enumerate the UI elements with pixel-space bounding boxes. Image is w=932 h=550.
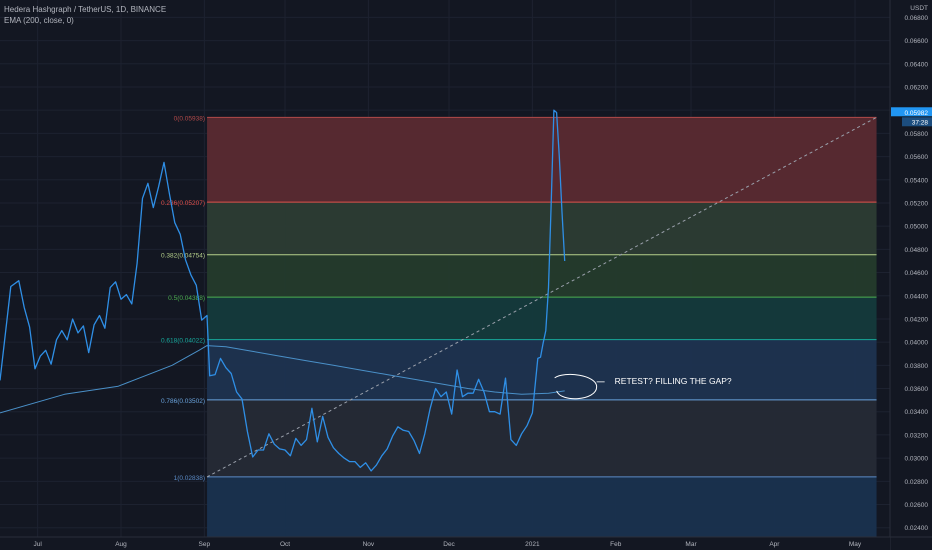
price-tick-label: 0.02400 (905, 525, 929, 532)
fib-level-label: 0.236(0.05207) (161, 200, 205, 207)
time-tick-label: Feb (610, 541, 622, 548)
time-tick-label: Oct (280, 541, 290, 548)
price-tick-label: 0.03800 (905, 363, 929, 370)
price-tick-label: 0.05200 (905, 200, 929, 207)
time-tick-label: May (849, 541, 862, 548)
time-tick-label: Sep (199, 541, 211, 548)
fib-zone-extension (207, 476, 877, 537)
annotation-circle (554, 373, 598, 400)
trend-line (206, 116, 877, 478)
time-tick-label: Dec (443, 541, 455, 548)
price-tick-label: 0.05000 (905, 224, 929, 231)
fib-zone (207, 202, 877, 255)
fib-zone (207, 399, 877, 477)
fib-zone (207, 297, 877, 340)
fib-level-label: 0(0.05938) (174, 115, 205, 122)
fib-level-label: 0.5(0.04388) (168, 295, 205, 302)
last-price-label: 0.05982 (905, 110, 929, 117)
annotation-text: RETEST? FILLING THE GAP? (615, 376, 732, 386)
price-tick-label: 0.05600 (905, 154, 929, 161)
price-tick-label: 0.03600 (905, 386, 929, 393)
fib-level-label: 0.382(0.04754) (161, 253, 205, 260)
price-tick-label: 0.02800 (905, 479, 929, 486)
fib-zone (207, 254, 877, 298)
price-tick-label: 0.06600 (905, 38, 929, 45)
price-tick-label: 0.06400 (905, 61, 929, 68)
price-tick-label: 0.04200 (905, 316, 929, 323)
symbol-title[interactable]: Hedera Hashgraph / TetherUS, 1D, BINANCE (4, 5, 167, 14)
price-tick-label: 0.03200 (905, 432, 929, 439)
chart-legend: Hedera Hashgraph / TetherUS, 1D, BINANCE… (4, 4, 166, 26)
time-axis-background (0, 537, 890, 550)
fib-level-label: 0.786(0.03502) (161, 398, 205, 405)
time-tick-label: Mar (685, 541, 697, 548)
ema-line (0, 345, 565, 414)
price-tick-label: 0.03000 (905, 456, 929, 463)
price-tick-label: 0.04400 (905, 293, 929, 300)
price-line (0, 109, 566, 472)
price-tick-label: 0.03400 (905, 409, 929, 416)
time-tick-label: Aug (115, 541, 127, 548)
price-tick-label: 0.04600 (905, 270, 929, 277)
countdown-label: 37:28 (912, 119, 929, 126)
time-tick-label: Nov (363, 541, 375, 548)
time-tick-label: 2021 (525, 541, 540, 548)
price-axis-background (890, 0, 932, 550)
fib-zone (207, 117, 877, 203)
ema-indicator-label[interactable]: EMA (200, close, 0) (4, 16, 74, 25)
price-tick-label: 0.06800 (905, 15, 929, 22)
fib-level-label: 0.618(0.04022) (161, 338, 205, 345)
time-tick-label: Jul (33, 541, 42, 548)
price-tick-label: 0.05400 (905, 177, 929, 184)
price-tick-label: 0.02600 (905, 502, 929, 509)
last-price-badge (891, 107, 932, 117)
countdown-badge (902, 117, 932, 127)
price-tick-label: 0.04800 (905, 247, 929, 254)
currency-label: USDT (910, 5, 928, 12)
price-tick-label: 0.05800 (905, 131, 929, 138)
price-tick-label: 0.06200 (905, 84, 929, 91)
price-tick-label: 0.04000 (905, 340, 929, 347)
time-tick-label: Apr (769, 541, 780, 548)
fib-level-label: 1(0.02838) (174, 475, 205, 482)
